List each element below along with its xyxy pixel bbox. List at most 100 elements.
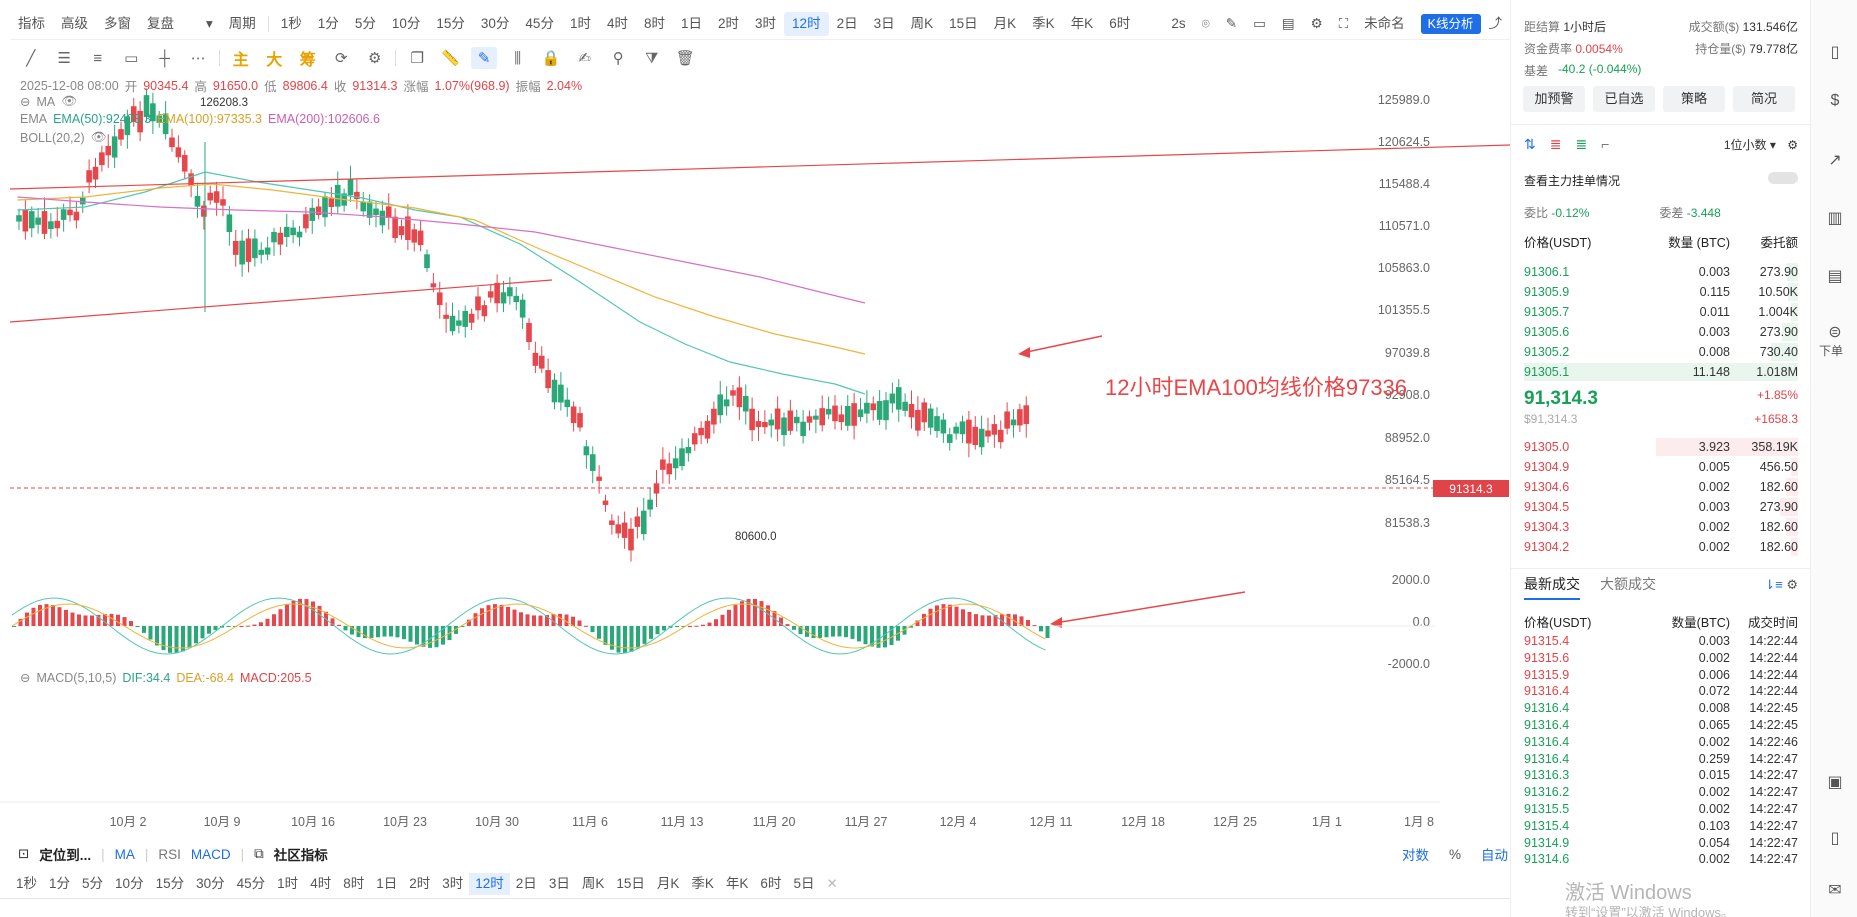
bottom-period-2日[interactable]: 2日 [510, 873, 543, 895]
period-3日[interactable]: 3日 [866, 12, 903, 36]
line-tool-icon[interactable]: ╱ [18, 47, 44, 69]
bookmark-icon[interactable]: ▯ [1825, 828, 1845, 848]
fullscreen-icon[interactable]: ⛶ [1331, 12, 1356, 36]
period-12时[interactable]: 12时 [784, 12, 829, 36]
rsi-tab[interactable]: RSI [158, 847, 181, 862]
bottom-period-12时[interactable]: 12时 [469, 873, 510, 895]
collapse-icon[interactable]: ⊖ [20, 670, 30, 685]
auto-scale-button[interactable]: 自动 [1481, 844, 1508, 864]
share-icon[interactable]: ⤴ [1481, 12, 1511, 36]
bottom-period-1时[interactable]: 1时 [271, 873, 304, 895]
bottom-period-年K[interactable]: 年K [720, 873, 755, 895]
bottom-period-10分[interactable]: 10分 [109, 873, 150, 895]
orderbook-row[interactable]: 91304.3 0.002 182.60 [1524, 517, 1798, 537]
chevron-down-icon[interactable]: ▾ [1770, 138, 1776, 152]
bottom-period-4时[interactable]: 4时 [304, 873, 337, 895]
period-15日[interactable]: 15日 [941, 12, 986, 36]
candle-icon[interactable]: ⫼ [505, 47, 531, 69]
orderbook-row[interactable]: 91305.0 3.923 358.19K [1524, 437, 1798, 457]
period-4时[interactable]: 4时 [599, 12, 636, 36]
period-8时[interactable]: 8时 [636, 12, 673, 36]
boll-legend[interactable]: BOLL(20,2) 👁 [20, 130, 107, 145]
order-label[interactable]: 下单 [1819, 342, 1843, 359]
parallel-lines-icon[interactable]: ☰ [52, 47, 78, 69]
toggle-switch[interactable] [1768, 172, 1798, 184]
add-alert-button[interactable]: 加预警 [1523, 86, 1585, 112]
period-45分[interactable]: 45分 [517, 12, 562, 36]
close-icon[interactable]: ✕ [820, 873, 843, 895]
period-10分[interactable]: 10分 [384, 12, 429, 36]
orderbook-asks-icon[interactable]: ≣ [1550, 136, 1562, 153]
rectangle-tool-icon[interactable]: ▭ [119, 47, 145, 69]
gear-icon[interactable]: ⚙ [1303, 12, 1331, 36]
big-order-button[interactable]: 大 [261, 47, 287, 69]
screen-icon[interactable]: ▭ [1245, 12, 1274, 36]
eye-icon[interactable]: 👁 [61, 94, 77, 109]
orderbook-row[interactable]: 91305.1 11.148 1.018M [1524, 362, 1798, 382]
period-周K[interactable]: 周K [903, 12, 942, 36]
orderbook-depth-icon[interactable]: ⌐ [1601, 136, 1609, 153]
bottom-period-30分[interactable]: 30分 [190, 873, 231, 895]
filter-icon[interactable]: ⧩ [639, 47, 665, 69]
settings-icon[interactable]: ⚙ [1786, 577, 1798, 592]
bottom-period-15分[interactable]: 15分 [150, 873, 191, 895]
bottom-period-2时[interactable]: 2时 [403, 873, 436, 895]
note-icon[interactable]: ✍ [572, 47, 598, 69]
percent-scale-button[interactable]: % [1449, 847, 1461, 862]
lock-icon[interactable]: 🔒 [538, 47, 564, 69]
calc-icon[interactable]: ▤ [1274, 12, 1303, 36]
orderbook-row[interactable]: 91304.2 0.002 182.60 [1524, 537, 1798, 557]
tab-latest-trades[interactable]: 最新成交 [1524, 574, 1580, 600]
bottom-period-6时[interactable]: 6时 [754, 873, 787, 895]
chart-type-icon[interactable]: ▾ [198, 12, 221, 36]
toolbar-btn-3[interactable]: 复盘 [139, 12, 182, 36]
main-force-button[interactable]: 主 [228, 47, 254, 69]
toolbar-btn-4[interactable] [182, 12, 198, 36]
watchlist-button[interactable]: 已自选 [1593, 86, 1655, 112]
eye-icon[interactable]: 👁 [91, 130, 107, 145]
macd-legend[interactable]: ⊖ MACD(5,10,5) DIF:34.4 DEA:-68.4 MACD:2… [20, 670, 312, 685]
toolbar-btn-0[interactable]: 指标 [10, 12, 53, 36]
period-15分[interactable]: 15分 [428, 12, 473, 36]
period-季K[interactable]: 季K [1024, 12, 1063, 36]
chat-icon[interactable]: ✉ [1825, 880, 1845, 900]
bottom-period-月K[interactable]: 月K [651, 873, 686, 895]
overview-button[interactable]: 简况 [1733, 86, 1795, 112]
trash-icon[interactable]: 🗑 [672, 47, 698, 69]
ma-tab[interactable]: MA [115, 847, 135, 862]
copy-icon[interactable]: ❐ [404, 47, 430, 69]
trend-icon[interactable]: ↗ [1825, 150, 1845, 170]
ma-legend[interactable]: ⊖ MA 👁 [20, 94, 77, 109]
orderbook-row[interactable]: 91305.2 0.008 730.40 [1524, 342, 1798, 362]
orderbook-row[interactable]: 91306.1 0.003 273.90 [1524, 262, 1798, 282]
orderbook-bids-icon[interactable]: ≣ [1575, 136, 1587, 153]
more-tools-icon[interactable]: ⋯ [186, 47, 212, 69]
refresh-interval[interactable]: 2s [1163, 12, 1193, 36]
collapse-icon[interactable]: ⊖ [20, 94, 30, 109]
period-2日[interactable]: 2日 [829, 12, 866, 36]
community-indicator-button[interactable]: 社区指标 [274, 844, 328, 864]
bar-chart-icon[interactable]: ▥ [1825, 208, 1845, 228]
layout-icon[interactable]: ▣ [1825, 772, 1845, 792]
bottom-period-周K[interactable]: 周K [576, 873, 611, 895]
link-icon[interactable]: ⚲ [605, 47, 631, 69]
strategy-button[interactable]: 策略 [1663, 86, 1725, 112]
bottom-period-5日[interactable]: 5日 [787, 873, 820, 895]
price-chart[interactable]: 125989.0 120624.5 115488.4 110571.0 105863.0… [0, 72, 1510, 832]
ruler-icon[interactable]: 📏 [438, 47, 464, 69]
toolbar-btn-2[interactable]: 多窗 [96, 12, 139, 36]
period-周期[interactable]: 周期 [221, 12, 264, 36]
document-icon[interactable]: ▯ [1825, 42, 1845, 62]
period-3时[interactable]: 3时 [747, 12, 784, 36]
bottom-period-45分[interactable]: 45分 [231, 873, 272, 895]
orderbook-row[interactable]: 91305.9 0.115 10.50K [1524, 282, 1798, 302]
horizontal-ray-icon[interactable]: ┼ [152, 47, 178, 69]
dollar-icon[interactable]: $ [1825, 92, 1845, 112]
bottom-period-季K[interactable]: 季K [685, 873, 720, 895]
period-5分[interactable]: 5分 [347, 12, 384, 36]
rotate-icon[interactable]: ⟳ [328, 47, 354, 69]
period-1日[interactable]: 1日 [673, 12, 710, 36]
toolbar-btn-1[interactable]: 高级 [53, 12, 96, 36]
orderbook-row[interactable]: 91305.7 0.011 1.004K [1524, 302, 1798, 322]
bottom-period-1分[interactable]: 1分 [43, 873, 76, 895]
